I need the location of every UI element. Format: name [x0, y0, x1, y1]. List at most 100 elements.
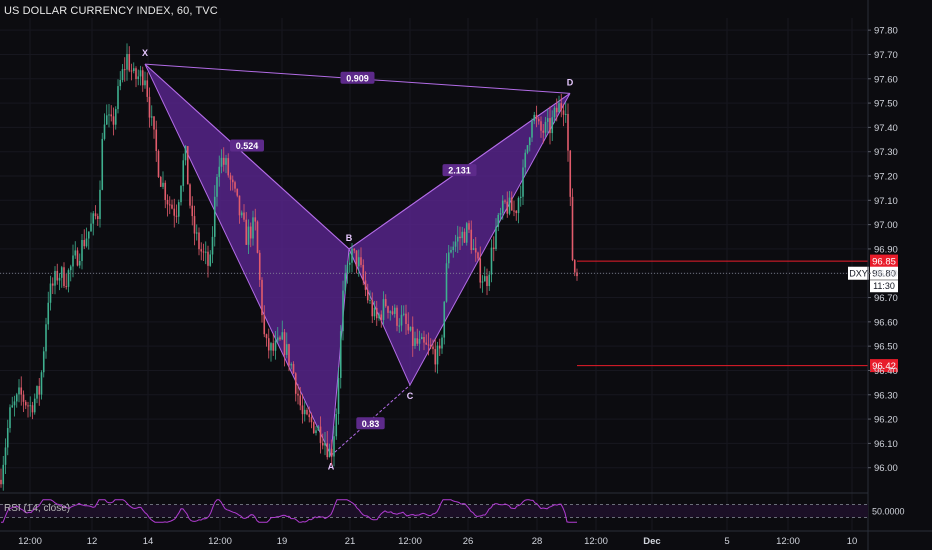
candle-body	[96, 216, 99, 220]
price-axis-label: 96.70	[874, 293, 898, 304]
candle-body	[387, 306, 389, 313]
candle-body	[49, 283, 52, 303]
candle-body	[364, 280, 367, 290]
current-price-label: 96.80	[872, 269, 896, 280]
candle-body	[103, 124, 106, 139]
candle-body	[441, 337, 443, 349]
time-axis-label: 10	[847, 536, 858, 547]
candle-body	[225, 158, 227, 165]
candle-body	[411, 326, 414, 346]
candle-body	[425, 342, 428, 345]
candle-body	[13, 401, 16, 406]
candle-body	[42, 351, 45, 373]
countdown-label: 11:30	[873, 281, 895, 291]
candle-body	[159, 177, 162, 187]
candle-body	[369, 299, 371, 301]
candle-body	[522, 167, 524, 197]
candle-body	[429, 345, 432, 347]
candle-body	[495, 226, 497, 250]
candle-body	[526, 145, 529, 153]
candle-body	[351, 248, 353, 263]
level-tag	[870, 254, 898, 268]
price-axis-label: 96.30	[874, 390, 898, 401]
candle-body	[45, 324, 47, 352]
candle-body	[56, 270, 59, 281]
countdown-tag	[870, 280, 898, 293]
candle-body	[501, 200, 504, 214]
ratio-xd-box	[340, 71, 375, 84]
rsi-label: RSI (14, close)	[4, 503, 71, 514]
candle-body	[243, 212, 245, 220]
price-axis-label: 96.10	[874, 439, 898, 450]
price-axis-label: 97.50	[874, 99, 898, 110]
candle-body	[555, 107, 558, 113]
candle-body	[123, 69, 126, 71]
candle-body	[173, 208, 176, 216]
candle-body	[83, 240, 86, 247]
candle-body	[436, 345, 439, 365]
price-axis[interactable]: 97.80 97.70 97.60 97.50 97.40 97.30 97.20 97.10…	[867, 0, 898, 550]
ratio-xb-box	[230, 139, 264, 152]
time-axis-label: 21	[345, 536, 356, 547]
time-axis-label: 5	[724, 536, 729, 547]
candle-body	[506, 201, 509, 214]
candle-body	[398, 325, 401, 327]
candle-body	[477, 252, 479, 259]
candle-body	[378, 314, 380, 319]
candle-body	[33, 398, 36, 413]
candle-body	[528, 137, 531, 146]
candle-body	[274, 340, 277, 351]
candle-body	[272, 343, 275, 351]
candle-body	[258, 252, 261, 280]
candle-body	[99, 189, 101, 220]
time-axis-label: 19	[277, 536, 288, 547]
candle-body	[112, 116, 115, 125]
candle-body	[6, 428, 9, 448]
candle-body	[220, 157, 223, 167]
candle-body	[355, 250, 358, 267]
pattern-point-a: A	[328, 462, 335, 472]
candle-body	[461, 231, 464, 239]
candle-body	[245, 219, 248, 245]
candle-body	[420, 336, 423, 340]
candle-body	[63, 267, 65, 287]
candle-body	[222, 157, 225, 165]
candle-body	[470, 229, 473, 250]
candle-body	[18, 387, 20, 395]
candle-body	[515, 210, 518, 214]
candle-body	[337, 377, 340, 415]
candle-body	[231, 179, 234, 183]
candle-body	[400, 314, 403, 326]
time-axis-label: 28	[532, 536, 543, 547]
candle-body	[92, 213, 95, 224]
price-axis-label: 97.30	[874, 147, 898, 158]
candle-body	[479, 258, 482, 283]
candle-body	[166, 199, 169, 205]
candle-body	[396, 307, 398, 326]
price-axis-label: 97.60	[874, 74, 898, 85]
candle-body	[562, 110, 565, 115]
candle-body	[126, 53, 128, 70]
pattern-point-d: D	[567, 77, 574, 87]
time-axis-label: 14	[143, 536, 154, 547]
candle-body	[238, 195, 241, 216]
candle-body	[576, 272, 578, 277]
price-axis-label: 97.20	[874, 172, 898, 183]
candle-body	[497, 214, 500, 227]
candle-body	[186, 146, 189, 185]
candle-body	[409, 326, 412, 331]
candle-body	[346, 264, 349, 274]
candle-body	[294, 373, 297, 394]
time-axis[interactable]: 12:00 12 14 12:00 19 21 12:00 26 28 12:00 Dec 5 12:0…	[0, 530, 932, 547]
candle-body	[279, 337, 281, 340]
candle-body	[573, 260, 576, 273]
candle-body	[101, 138, 104, 190]
candle-body	[533, 114, 536, 122]
pattern-line-xb	[144, 63, 350, 250]
candle-body	[519, 196, 522, 198]
level-price-label: 96.42	[872, 361, 896, 372]
candle-body	[168, 204, 171, 206]
candle-body	[132, 68, 135, 72]
candle-body	[560, 103, 563, 111]
